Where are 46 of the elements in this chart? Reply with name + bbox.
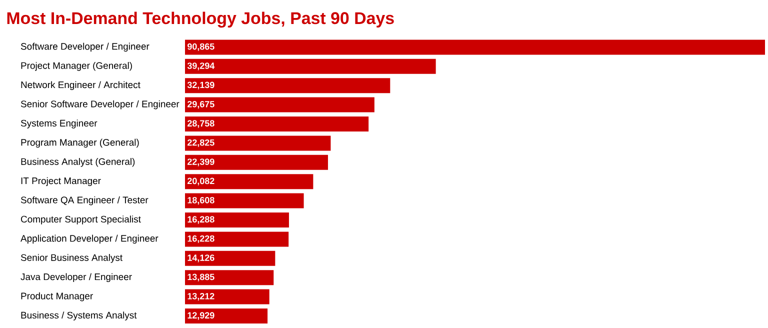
- data-label: 14,126: [188, 254, 214, 262]
- data-label: 20,082: [188, 178, 214, 186]
- bar: [185, 40, 766, 55]
- bar: [185, 270, 274, 286]
- bar: [185, 78, 390, 94]
- y-tick-label: Software Developer / Engineer: [20, 42, 150, 52]
- y-tick-label: Systems Engineer: [20, 120, 98, 128]
- data-label: 13,212: [188, 292, 214, 301]
- bar: [185, 154, 328, 170]
- y-tick-label: Project Manager (General): [21, 62, 132, 71]
- bar: [185, 250, 276, 266]
- y-tick-label: Network Engineer / Architect: [21, 81, 140, 90]
- data-label: 16,288: [188, 216, 214, 224]
- y-tick-label: Program Manager (General): [21, 138, 139, 148]
- bar: [185, 193, 304, 208]
- data-label: 29,675: [188, 100, 214, 109]
- bar: [185, 136, 331, 151]
- y-tick-label: Java Developer / Engineer: [20, 273, 132, 282]
- data-label: 22,399: [188, 158, 214, 166]
- bar: [185, 232, 289, 247]
- y-tick-label: Senior Business Analyst: [20, 254, 122, 263]
- data-label: 13,885: [188, 274, 214, 282]
- bar: [185, 289, 270, 304]
- bar: [185, 174, 314, 190]
- bar: [185, 212, 289, 228]
- bar: [185, 308, 268, 324]
- data-label: 16,228: [188, 235, 214, 244]
- y-tick-label: Application Developer / Engineer: [20, 234, 158, 244]
- bar: [185, 97, 374, 112]
- y-tick-label: Software QA Engineer / Tester: [20, 196, 148, 206]
- data-label: 22,825: [188, 139, 214, 148]
- chart-title: Most In-Demand Technology Jobs, Past 90 Days: [7, 12, 394, 28]
- data-label: 28,758: [188, 120, 214, 128]
- bar: [185, 58, 436, 74]
- y-tick-label: Business / Systems Analyst: [21, 312, 137, 320]
- y-tick-label: Business Analyst (General): [21, 158, 135, 167]
- y-tick-label: Computer Support Specialist: [21, 216, 141, 224]
- y-tick-label: Product Manager: [21, 292, 93, 302]
- y-tick-label: IT Project Manager: [21, 177, 101, 186]
- data-label: 18,608: [188, 196, 214, 205]
- data-label: 39,294: [187, 62, 215, 70]
- bar: [185, 116, 369, 132]
- data-label: 90,865: [188, 43, 214, 52]
- y-tick-label: Senior Software Developer / Engineer: [20, 100, 180, 110]
- data-label: 32,139: [187, 82, 214, 90]
- data-label: 12,929: [188, 312, 214, 320]
